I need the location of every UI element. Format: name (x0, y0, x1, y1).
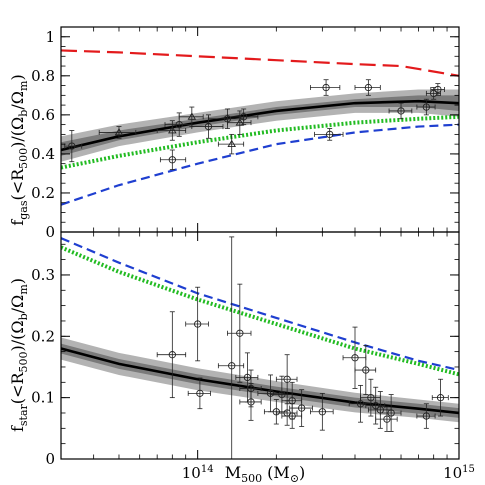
circle-marker (168, 351, 176, 359)
triangle-data-point (227, 110, 252, 135)
circle-data-point (289, 389, 313, 427)
circle-marker (204, 122, 213, 131)
triangle-data-point (217, 133, 245, 155)
circle-marker (367, 393, 375, 402)
circle-data-point (64, 130, 83, 163)
circle-data-point (379, 394, 402, 432)
y-tick-label: 0.1 (31, 389, 55, 407)
circle-marker (298, 404, 306, 412)
green-dotted-line (61, 114, 459, 170)
circle-marker (278, 390, 286, 399)
circle-data-point (388, 102, 413, 120)
circle-marker (228, 362, 236, 370)
circle-marker (168, 156, 176, 164)
triangle-marker (168, 126, 177, 134)
y-tick-label: 0.8 (31, 67, 55, 85)
circle-marker (372, 401, 380, 410)
circle-marker (351, 354, 359, 362)
circle-data-point (354, 79, 381, 96)
top-ylabel: fgas(<R500)/(Ωb/Ωm) (8, 74, 30, 225)
circle-data-point (156, 311, 187, 399)
circle-data-point (239, 383, 262, 421)
circle-data-point (185, 286, 209, 362)
circle-data-point (431, 378, 449, 417)
circle-marker (387, 409, 395, 417)
circle-data-point (275, 354, 298, 405)
circle-marker (240, 113, 248, 121)
circle-data-point (348, 384, 372, 423)
circle-data-point (309, 392, 334, 431)
triangle-marker (114, 128, 124, 136)
circle-marker (356, 400, 365, 408)
top-panel: 0 0.2 0.4 0.6 0.8 1 (31, 26, 460, 241)
panel-frame (60, 231, 460, 460)
circle-marker (243, 373, 252, 382)
x-axis-label: M500 (M⊙) (225, 463, 306, 485)
circle-marker (364, 83, 373, 92)
y-tick-label: 0.2 (31, 327, 55, 345)
circle-data-point (314, 128, 344, 141)
triangle-data-point (156, 120, 187, 141)
x-tick-label: 1015 (443, 464, 475, 482)
triangle-marker (227, 139, 237, 148)
red-dashed-line (61, 49, 459, 77)
triangle-data-point (98, 126, 137, 139)
y-tick-label: 1 (45, 28, 55, 46)
circle-data-point (309, 79, 341, 96)
circle-data-point (416, 98, 436, 116)
y-tick-label: 0 (45, 223, 55, 241)
circle-marker (175, 120, 183, 129)
triangle-marker (187, 112, 197, 120)
y-tick-label: 0.3 (31, 266, 55, 284)
circle-data-point (354, 345, 377, 395)
x-tick-label: 1014 (182, 464, 214, 482)
circle-marker (422, 103, 430, 111)
circle-marker (436, 393, 445, 402)
plot-area (61, 49, 459, 206)
circle-marker (283, 375, 291, 383)
circle-marker (397, 107, 405, 115)
y-tick-label: 0.6 (31, 106, 55, 124)
circle-data-point (235, 352, 259, 403)
circle-marker (430, 89, 438, 98)
triangle-marker (235, 118, 245, 126)
y-tick-label: 0.2 (31, 184, 55, 202)
outer-band (61, 89, 459, 162)
bottom-panel: 0 0.1 0.2 0.3 1014 1015 (31, 231, 475, 482)
circle-marker (383, 415, 391, 423)
plot-area (61, 236, 459, 459)
circle-data-point (187, 377, 211, 410)
circle-data-point (416, 403, 436, 429)
circle-marker (322, 83, 330, 92)
circle-marker (434, 85, 442, 94)
inner-band (61, 343, 459, 418)
circle-marker (288, 412, 296, 420)
circle-marker (194, 320, 202, 328)
y-tick-label: 0.4 (31, 145, 55, 163)
circle-marker (326, 130, 334, 139)
circle-marker (68, 142, 76, 150)
circle-marker (196, 389, 204, 398)
bottom-ylabel: fstar(<R500)/(Ωb/Ωm) (8, 278, 30, 432)
circle-data-point (342, 326, 367, 389)
circle-data-point (159, 149, 187, 170)
circle-marker (362, 366, 370, 374)
green-dotted-line (61, 245, 459, 377)
blue-dashed-line (61, 237, 459, 372)
circle-data-point (227, 108, 259, 126)
circle-marker (236, 329, 244, 337)
circle-data-point (227, 283, 252, 383)
y-tick-label: 0 (45, 450, 55, 468)
circle-marker (247, 398, 255, 406)
circle-data-point (430, 83, 445, 96)
blue-dashed-line (61, 123, 459, 206)
circle-marker (422, 412, 430, 420)
black-solid-line (61, 347, 459, 415)
triangle-data-point (178, 106, 204, 127)
circle-data-point (375, 406, 398, 432)
circle-marker (318, 408, 326, 416)
